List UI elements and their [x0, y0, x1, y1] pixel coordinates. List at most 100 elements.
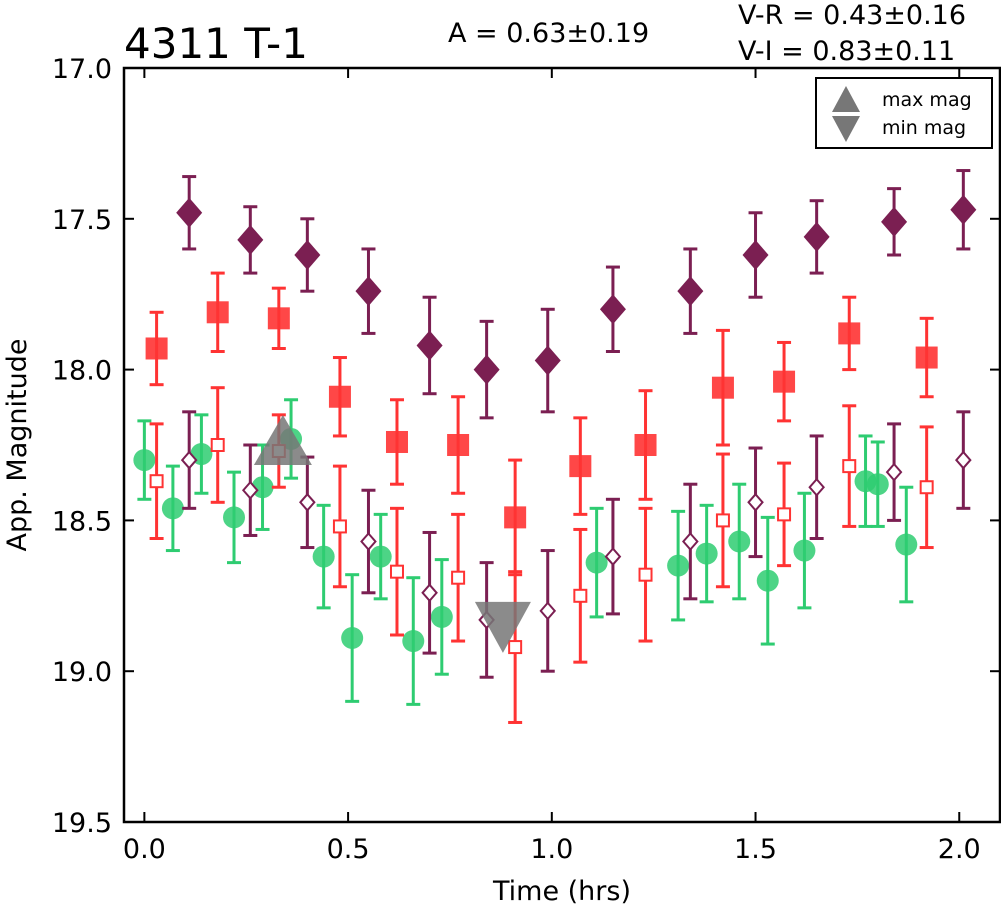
data-point [369, 545, 392, 568]
data-point [667, 554, 690, 577]
data-point [585, 551, 608, 574]
data-point [504, 506, 527, 529]
data-point [534, 345, 561, 376]
x-tick-label: 2.0 [938, 834, 981, 865]
y-axis-label: App. Magnitude [2, 339, 33, 552]
data-point [133, 449, 156, 472]
data-point [328, 385, 351, 408]
series-5-triangle-up [253, 415, 312, 465]
legend-min-mag-label: min mag [882, 117, 966, 139]
data-point [682, 531, 699, 552]
data-point [742, 239, 769, 270]
data-point [312, 545, 335, 568]
data-point [176, 197, 203, 228]
y-tick-label: 17.0 [52, 54, 112, 85]
x-tick-label: 1.0 [530, 834, 573, 865]
data-point [773, 370, 796, 393]
series-1-square-filled [145, 271, 938, 577]
y-axis-ticks: 17.0 17.5 18.0 18.5 19.0 19.5 [52, 54, 1000, 839]
data-point [385, 430, 408, 453]
data-point [728, 530, 751, 553]
data-point [715, 513, 730, 528]
x-tick-label: 0.0 [123, 834, 166, 865]
data-point [267, 307, 290, 330]
y-tick-label: 17.5 [52, 205, 112, 236]
x-tick-label: 1.5 [734, 834, 777, 865]
series-3-diamond-open [180, 410, 972, 679]
amplitude-annotation: A = 0.63±0.19 [448, 18, 649, 49]
y-tick-label: 19.5 [52, 808, 112, 839]
data-point [447, 434, 470, 456]
x-axis-ticks: 0.0 0.5 1.0 1.5 2.0 [123, 68, 981, 865]
data-point [332, 519, 347, 534]
data-point [430, 605, 453, 628]
data-point [539, 601, 557, 621]
data-point [881, 206, 908, 237]
data-point [299, 492, 316, 512]
data-point [793, 539, 816, 562]
data-point [206, 301, 229, 324]
data-point [842, 459, 857, 474]
data-point [223, 506, 246, 529]
data-point [885, 462, 903, 482]
data-point [451, 570, 466, 585]
data-point [294, 239, 321, 270]
chart-title: 4311 T-1 [124, 19, 308, 68]
data-point [808, 477, 825, 497]
data-point [573, 588, 588, 603]
data-point [508, 640, 523, 655]
data-point [919, 480, 934, 495]
max-mag-marker [253, 415, 312, 465]
data-point [695, 542, 718, 565]
v-r-annotation: V-R = 0.43±0.16 [738, 0, 966, 31]
data-point [180, 450, 198, 470]
data-point [389, 564, 404, 579]
data-point [237, 224, 264, 255]
series-0-diamond-filled [176, 169, 977, 420]
data-point [838, 322, 861, 345]
min-mag-marker [474, 601, 531, 653]
data-point [634, 434, 657, 456]
data-point [756, 569, 779, 592]
data-point [355, 276, 382, 307]
data-point [402, 630, 425, 653]
data-point [677, 276, 704, 307]
y-tick-label: 18.0 [52, 356, 112, 387]
legend-min-mag-icon [832, 116, 860, 142]
data-point [341, 627, 364, 650]
x-tick-label: 0.5 [327, 834, 370, 865]
series-2-circle-filled [133, 398, 918, 706]
x-axis-label: Time (hrs) [492, 876, 631, 904]
data-point [638, 567, 653, 582]
data-point [161, 497, 184, 520]
data-point [149, 474, 164, 489]
legend: max mag min mag [815, 77, 993, 149]
data-point [955, 450, 972, 470]
data-point [803, 221, 830, 252]
data-point [604, 547, 622, 567]
data-layer [133, 169, 977, 724]
data-point [950, 194, 977, 225]
data-point [416, 330, 443, 361]
data-point [711, 376, 734, 399]
data-point [599, 294, 626, 325]
data-point [241, 480, 259, 500]
data-point [866, 473, 889, 496]
y-tick-label: 19.0 [52, 657, 112, 688]
data-point [473, 354, 500, 385]
legend-max-mag-icon [832, 86, 860, 112]
data-point [145, 337, 168, 360]
y-tick-label: 18.5 [52, 506, 112, 537]
data-point [251, 476, 274, 499]
v-i-annotation: V-I = 0.83±0.11 [738, 36, 955, 67]
legend-max-mag-label: max mag [882, 89, 972, 111]
data-point [421, 583, 438, 603]
data-point [210, 438, 225, 452]
data-point [360, 531, 377, 552]
data-point [747, 492, 764, 512]
data-point [895, 533, 918, 556]
data-point [777, 507, 792, 522]
data-point [569, 455, 592, 478]
data-point [915, 346, 938, 369]
